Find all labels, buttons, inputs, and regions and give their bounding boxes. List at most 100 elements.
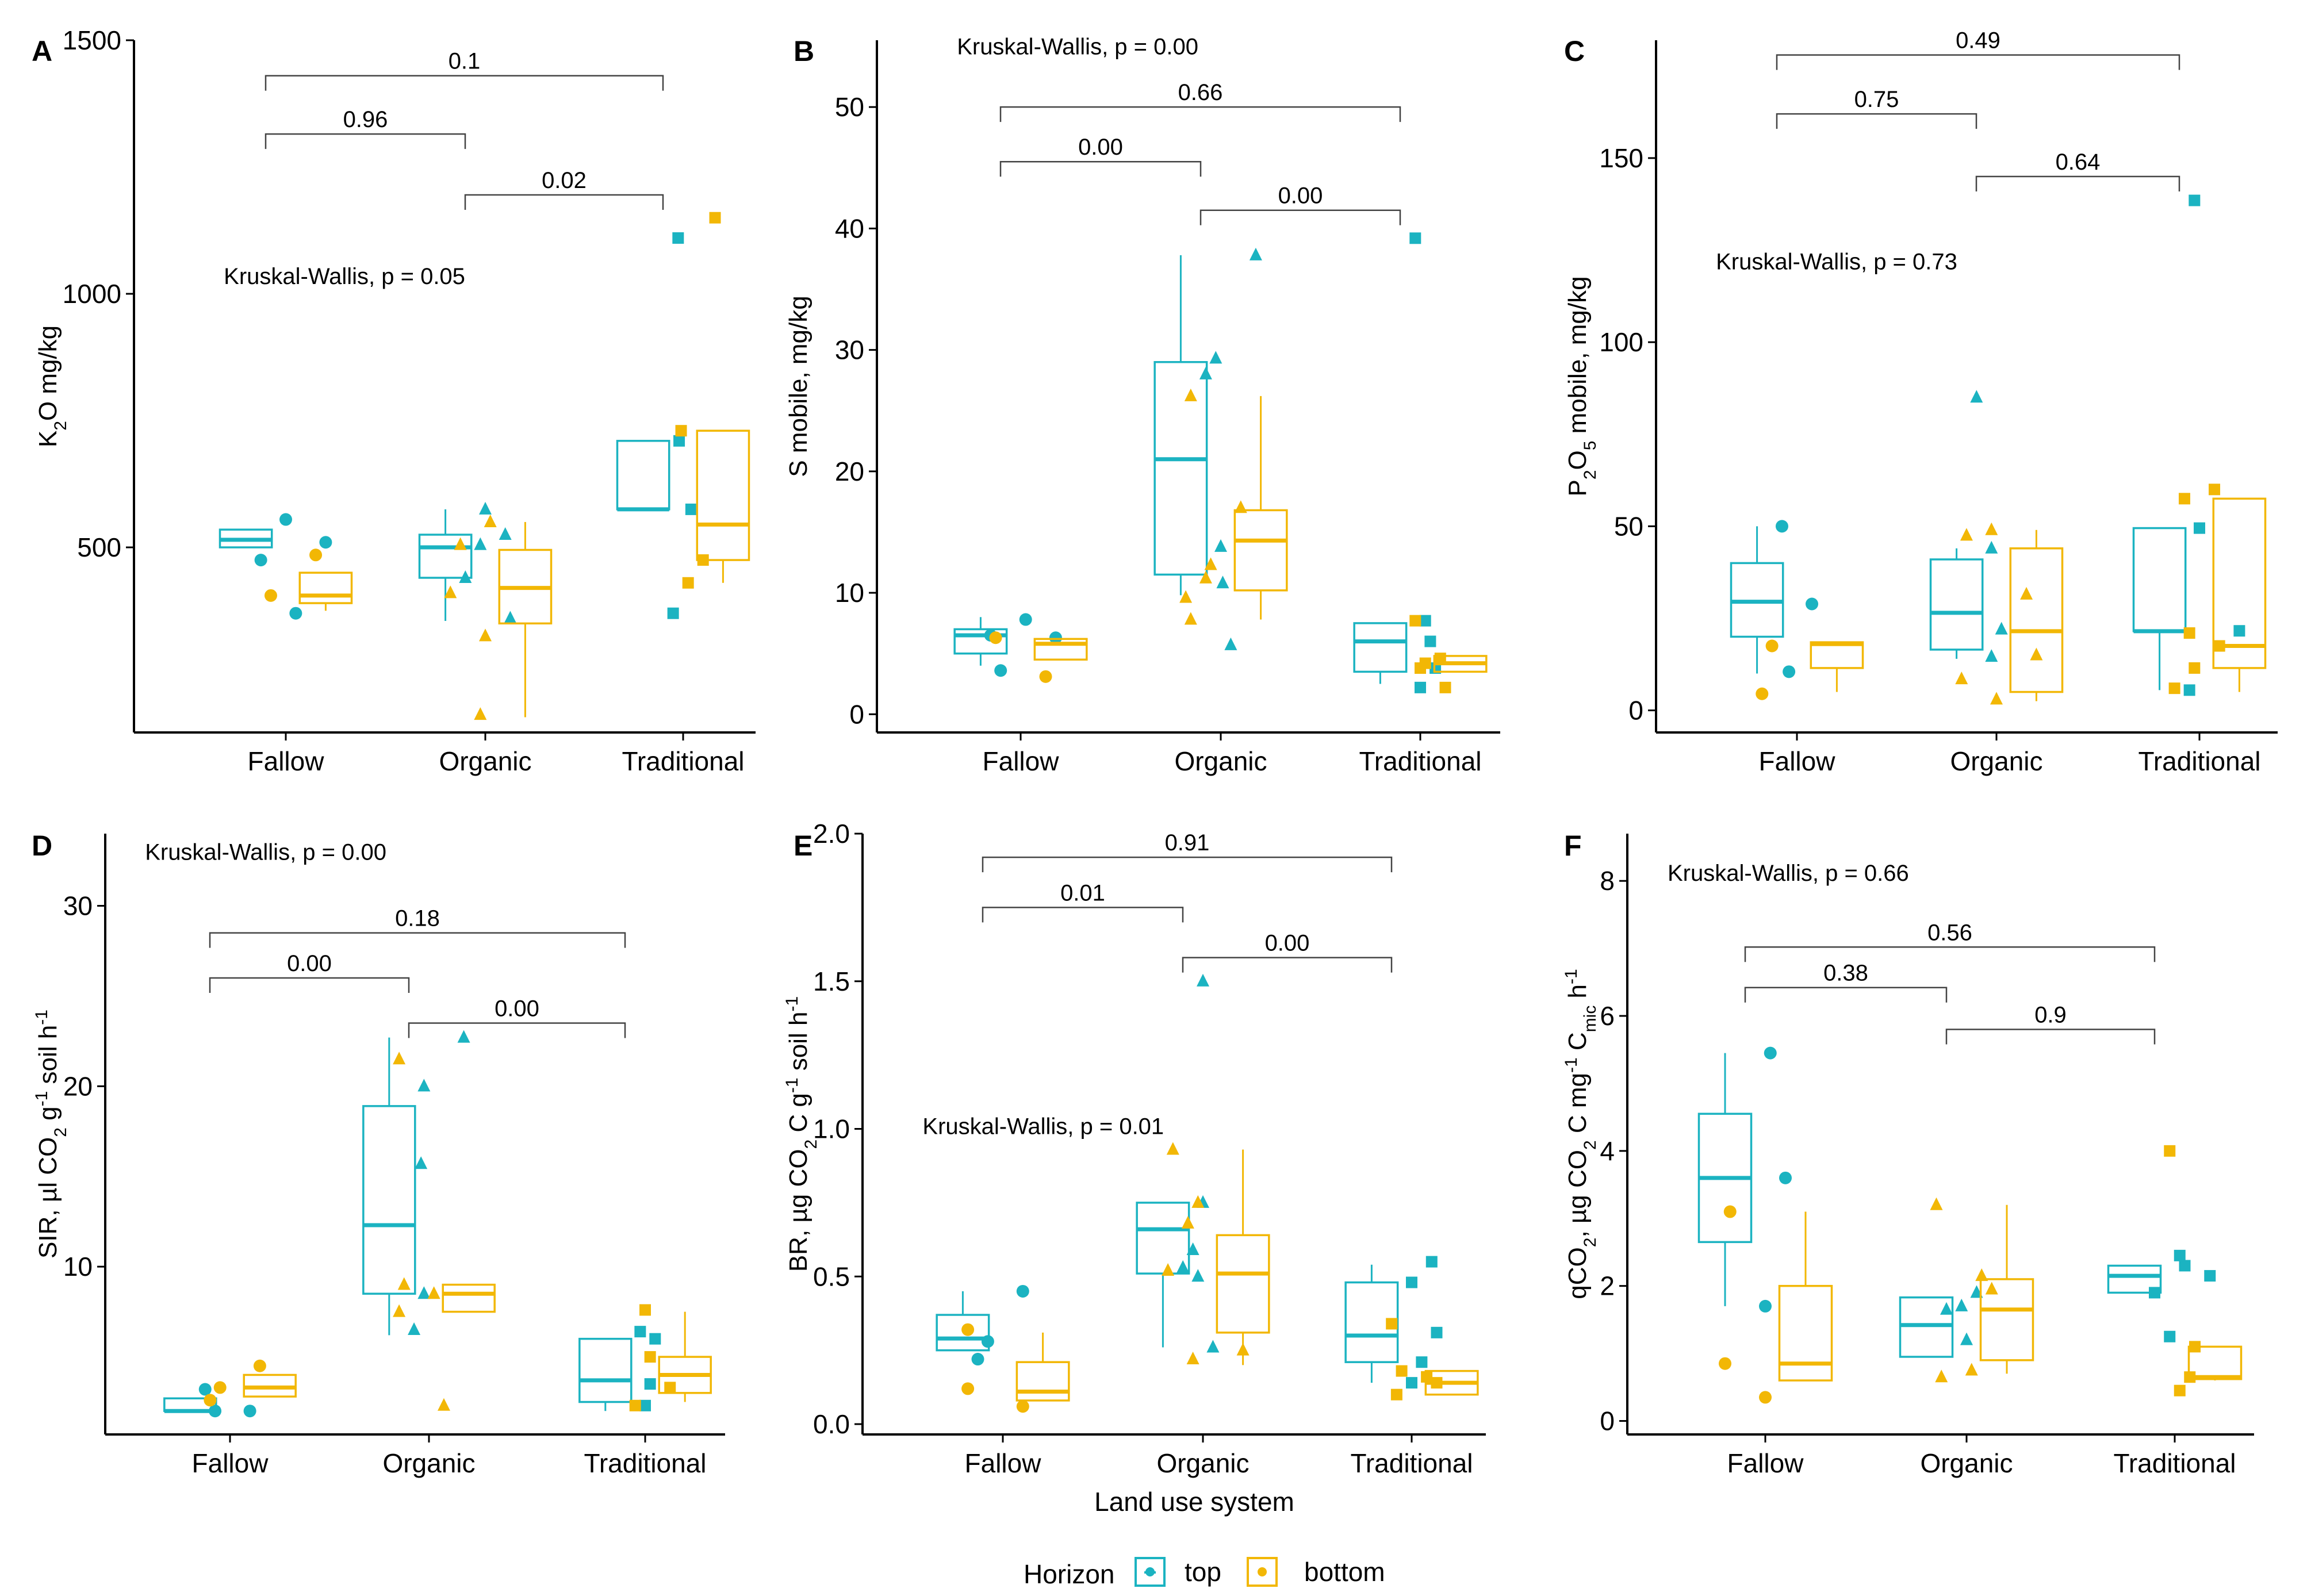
point-top [672, 232, 684, 244]
point-bottom [1975, 1268, 1988, 1282]
comparison-bracket [464, 194, 664, 210]
point-bottom [697, 554, 709, 566]
comparison-p-value: 0.00 [1265, 931, 1310, 956]
point-bottom [1935, 1369, 1948, 1383]
box-iqr [2107, 1264, 2162, 1294]
point-top [1176, 1260, 1190, 1273]
panel-letter: D [32, 830, 52, 862]
comparison-bracket [209, 977, 410, 993]
point-bottom [1719, 1357, 1731, 1370]
box-bottom-traditional [629, 1304, 712, 1411]
x-tick-label-traditional: Traditional [622, 746, 744, 776]
point-bottom [1930, 1197, 1943, 1210]
y-axis-label-part: 5 [1581, 441, 1600, 451]
point-top [1249, 247, 1262, 260]
y-tick-label: 30 [63, 891, 93, 921]
box-bottom-fallow [961, 1323, 1070, 1413]
comparison-bracket [408, 1022, 626, 1038]
point-top [2164, 1330, 2176, 1342]
point-top [1206, 1340, 1220, 1353]
comparison-bracket [265, 133, 466, 149]
box-bottom-organic [444, 514, 553, 720]
y-axis-label-part: BR, µg CO [784, 1149, 813, 1272]
box-bottom-fallow [1756, 639, 1864, 700]
y-tick-label: 2.0 [813, 819, 850, 849]
y-axis-label-part: C mg [1563, 1073, 1592, 1140]
box-top-organic [418, 501, 517, 624]
y-axis-label-part: qCO [1563, 1247, 1592, 1299]
point-bottom [393, 1304, 406, 1317]
point-bottom [479, 628, 492, 642]
comparison-bracket [1776, 113, 1977, 129]
box-iqr [696, 429, 750, 561]
x-axis-title: Land use system [1094, 1487, 1294, 1517]
point-bottom [1039, 670, 1052, 683]
panel-B: 0 10 20 30 40 50 Fallow Organic Traditional B S mo… [784, 34, 1500, 776]
point-bottom [437, 1398, 450, 1411]
comparison-bracket [1199, 209, 1401, 225]
comparison-p-value: 0.00 [495, 996, 539, 1022]
point-top [1209, 351, 1222, 364]
comparison-p-value: 0.00 [1278, 183, 1323, 209]
point-top [1214, 539, 1227, 552]
point-top [981, 1335, 994, 1348]
point-bottom [1184, 388, 1197, 401]
point-bottom [1965, 1363, 1978, 1376]
point-top [667, 607, 679, 619]
point-top [1425, 1256, 1438, 1268]
y-tick-label: 50 [835, 92, 864, 122]
point-top [254, 554, 267, 567]
point-bottom [1166, 1142, 1179, 1155]
point-top [644, 1378, 656, 1390]
y-tick-label: 30 [835, 335, 864, 365]
point-bottom [1396, 1365, 1408, 1377]
box-top-traditional [2132, 194, 2245, 696]
comparison-bracket [1945, 1029, 2156, 1045]
point-top [685, 503, 697, 515]
panel-letter: A [32, 35, 52, 67]
box-top-traditional [578, 1326, 661, 1411]
point-top [1186, 1242, 1199, 1256]
y-axis-label: qCO2, µg CO2 C mg-1 Cmic h-1 [1562, 969, 1600, 1299]
point-top [1197, 973, 1209, 987]
point-bottom [1723, 1205, 1737, 1218]
x-tick-label-traditional: Traditional [1359, 746, 1481, 776]
point-bottom [709, 212, 721, 224]
y-tick-label: 0.5 [813, 1261, 850, 1291]
point-top [1416, 1356, 1428, 1368]
point-bottom [1759, 1391, 1772, 1404]
point-bottom [213, 1381, 227, 1394]
box-iqr [616, 440, 670, 511]
comparison-bracket [1182, 957, 1393, 973]
point-bottom [2213, 640, 2225, 652]
point-bottom [1186, 1352, 1199, 1365]
y-tick-label: 0.0 [813, 1409, 850, 1439]
x-tick-label-fallow: Fallow [1727, 1448, 1804, 1478]
y-tick-label: 10 [835, 578, 864, 608]
box-iqr [1810, 641, 1864, 669]
point-bottom [1016, 1400, 1029, 1413]
box-bottom-traditional [2164, 1145, 2243, 1396]
point-top [457, 1030, 470, 1043]
point-bottom [2164, 1145, 2176, 1157]
point-top [1970, 390, 1983, 403]
point-bottom [454, 537, 467, 550]
point-top [1415, 681, 1426, 693]
box-iqr [1778, 1284, 1833, 1382]
x-tick-label-organic: Organic [1174, 746, 1267, 776]
y-axis-label-part: 2 [1581, 470, 1600, 479]
y-axis-label-part: -1 [32, 1010, 51, 1025]
point-bottom [2184, 1371, 2196, 1383]
x-tick-label-fallow: Fallow [248, 746, 325, 776]
point-bottom [2183, 627, 2195, 639]
y-tick-label: 500 [77, 532, 121, 562]
box-iqr [1233, 509, 1288, 592]
point-top [1940, 1302, 1953, 1315]
comparison-bracket [982, 856, 1393, 873]
x-tick-label-traditional: Traditional [2138, 746, 2260, 776]
point-top [1016, 1284, 1029, 1298]
y-tick-label: 40 [835, 213, 864, 243]
point-bottom [2189, 662, 2201, 674]
point-top [649, 1333, 661, 1345]
